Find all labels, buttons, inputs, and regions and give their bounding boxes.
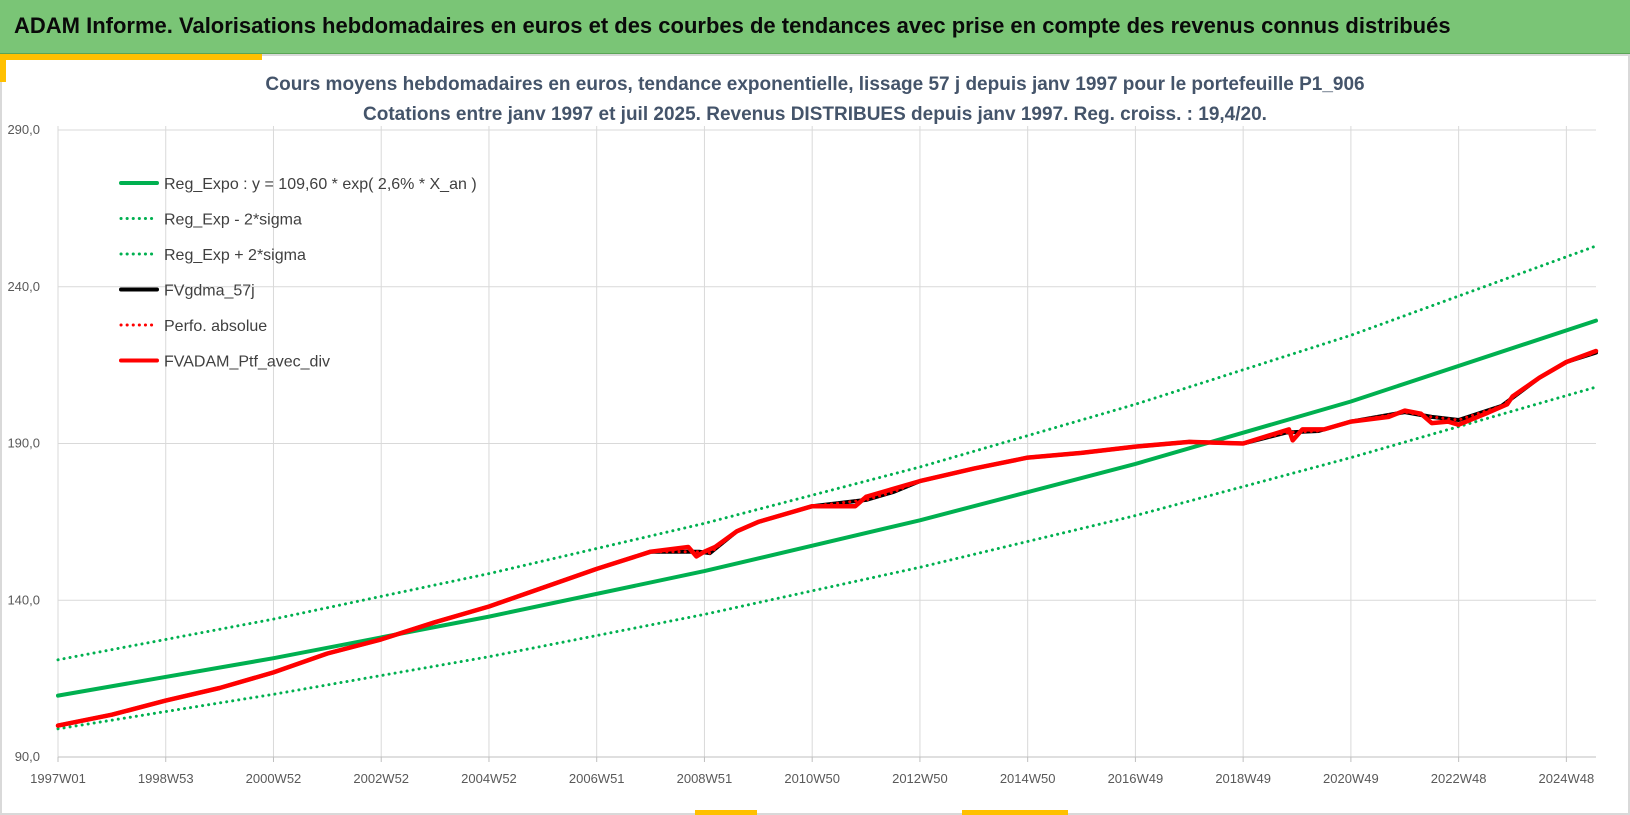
legend-label: Perfo. absolue [164,318,267,335]
series-line-0 [56,318,1598,698]
accent-bar-bottom [962,810,1068,815]
legend-label: Reg_Expo : y = 109,60 * exp( 2,6% * X_an… [164,176,477,193]
x-tick-label: 2014W50 [1000,771,1056,786]
x-tick-label: 1997W01 [30,771,86,786]
accent-bar-bottom [695,810,757,815]
x-tick-label: 2002W52 [353,771,409,786]
y-tick-label: 240,0 [7,279,40,294]
x-tick-label: 2018W49 [1215,771,1271,786]
x-tick-label: 2010W50 [784,771,840,786]
series-lines [55,244,1599,731]
x-tick-label: 2006W51 [569,771,625,786]
series-line-2 [56,244,1598,662]
y-tick-label: 90,0 [15,749,40,764]
x-tick-label: 2012W50 [892,771,948,786]
x-tick-label: 1998W53 [138,771,194,786]
legend-label: FVgdma_57j [164,283,255,300]
banner-title: ADAM Informe. Valorisations hebdomadaire… [14,13,1451,38]
x-tick-label: 2004W52 [461,771,517,786]
series-line-5 [55,348,1599,728]
y-tick-label: 290,0 [7,122,40,137]
accent-bar-left [0,54,6,82]
chart-frame [0,54,1630,815]
series-line-3 [56,350,1598,728]
x-tick-label: 2022W48 [1431,771,1487,786]
series-line-4 [56,351,1598,728]
chart-title: Cours moyens hebdomadaires en euros, ten… [265,74,1365,95]
y-tick-label: 140,0 [7,592,40,607]
axes: 90,0 140,0 190,0 240,0 290,0 1997W01 1998W53 20… [7,122,1596,786]
x-tick-label: 2008W51 [677,771,733,786]
legend-label: Reg_Exp + 2*sigma [164,247,306,264]
x-tick-label: 2020W49 [1323,771,1379,786]
x-tick-label: 2016W49 [1108,771,1164,786]
legend-label: Reg_Exp - 2*sigma [164,212,302,229]
accent-bar-top [0,54,262,60]
legend: Reg_Expo : y = 109,60 * exp( 2,6% * X_an… [119,176,477,371]
page-banner: ADAM Informe. Valorisations hebdomadaire… [0,0,1630,54]
series-line-1 [56,385,1598,731]
chart-subtitle: Cotations entre janv 1997 et juil 2025. … [363,104,1267,125]
y-tick-label: 190,0 [7,436,40,451]
legend-label: FVADAM_Ptf_avec_div [164,354,330,371]
x-tick-label: 2024W48 [1539,771,1595,786]
x-tick-label: 2000W52 [246,771,302,786]
